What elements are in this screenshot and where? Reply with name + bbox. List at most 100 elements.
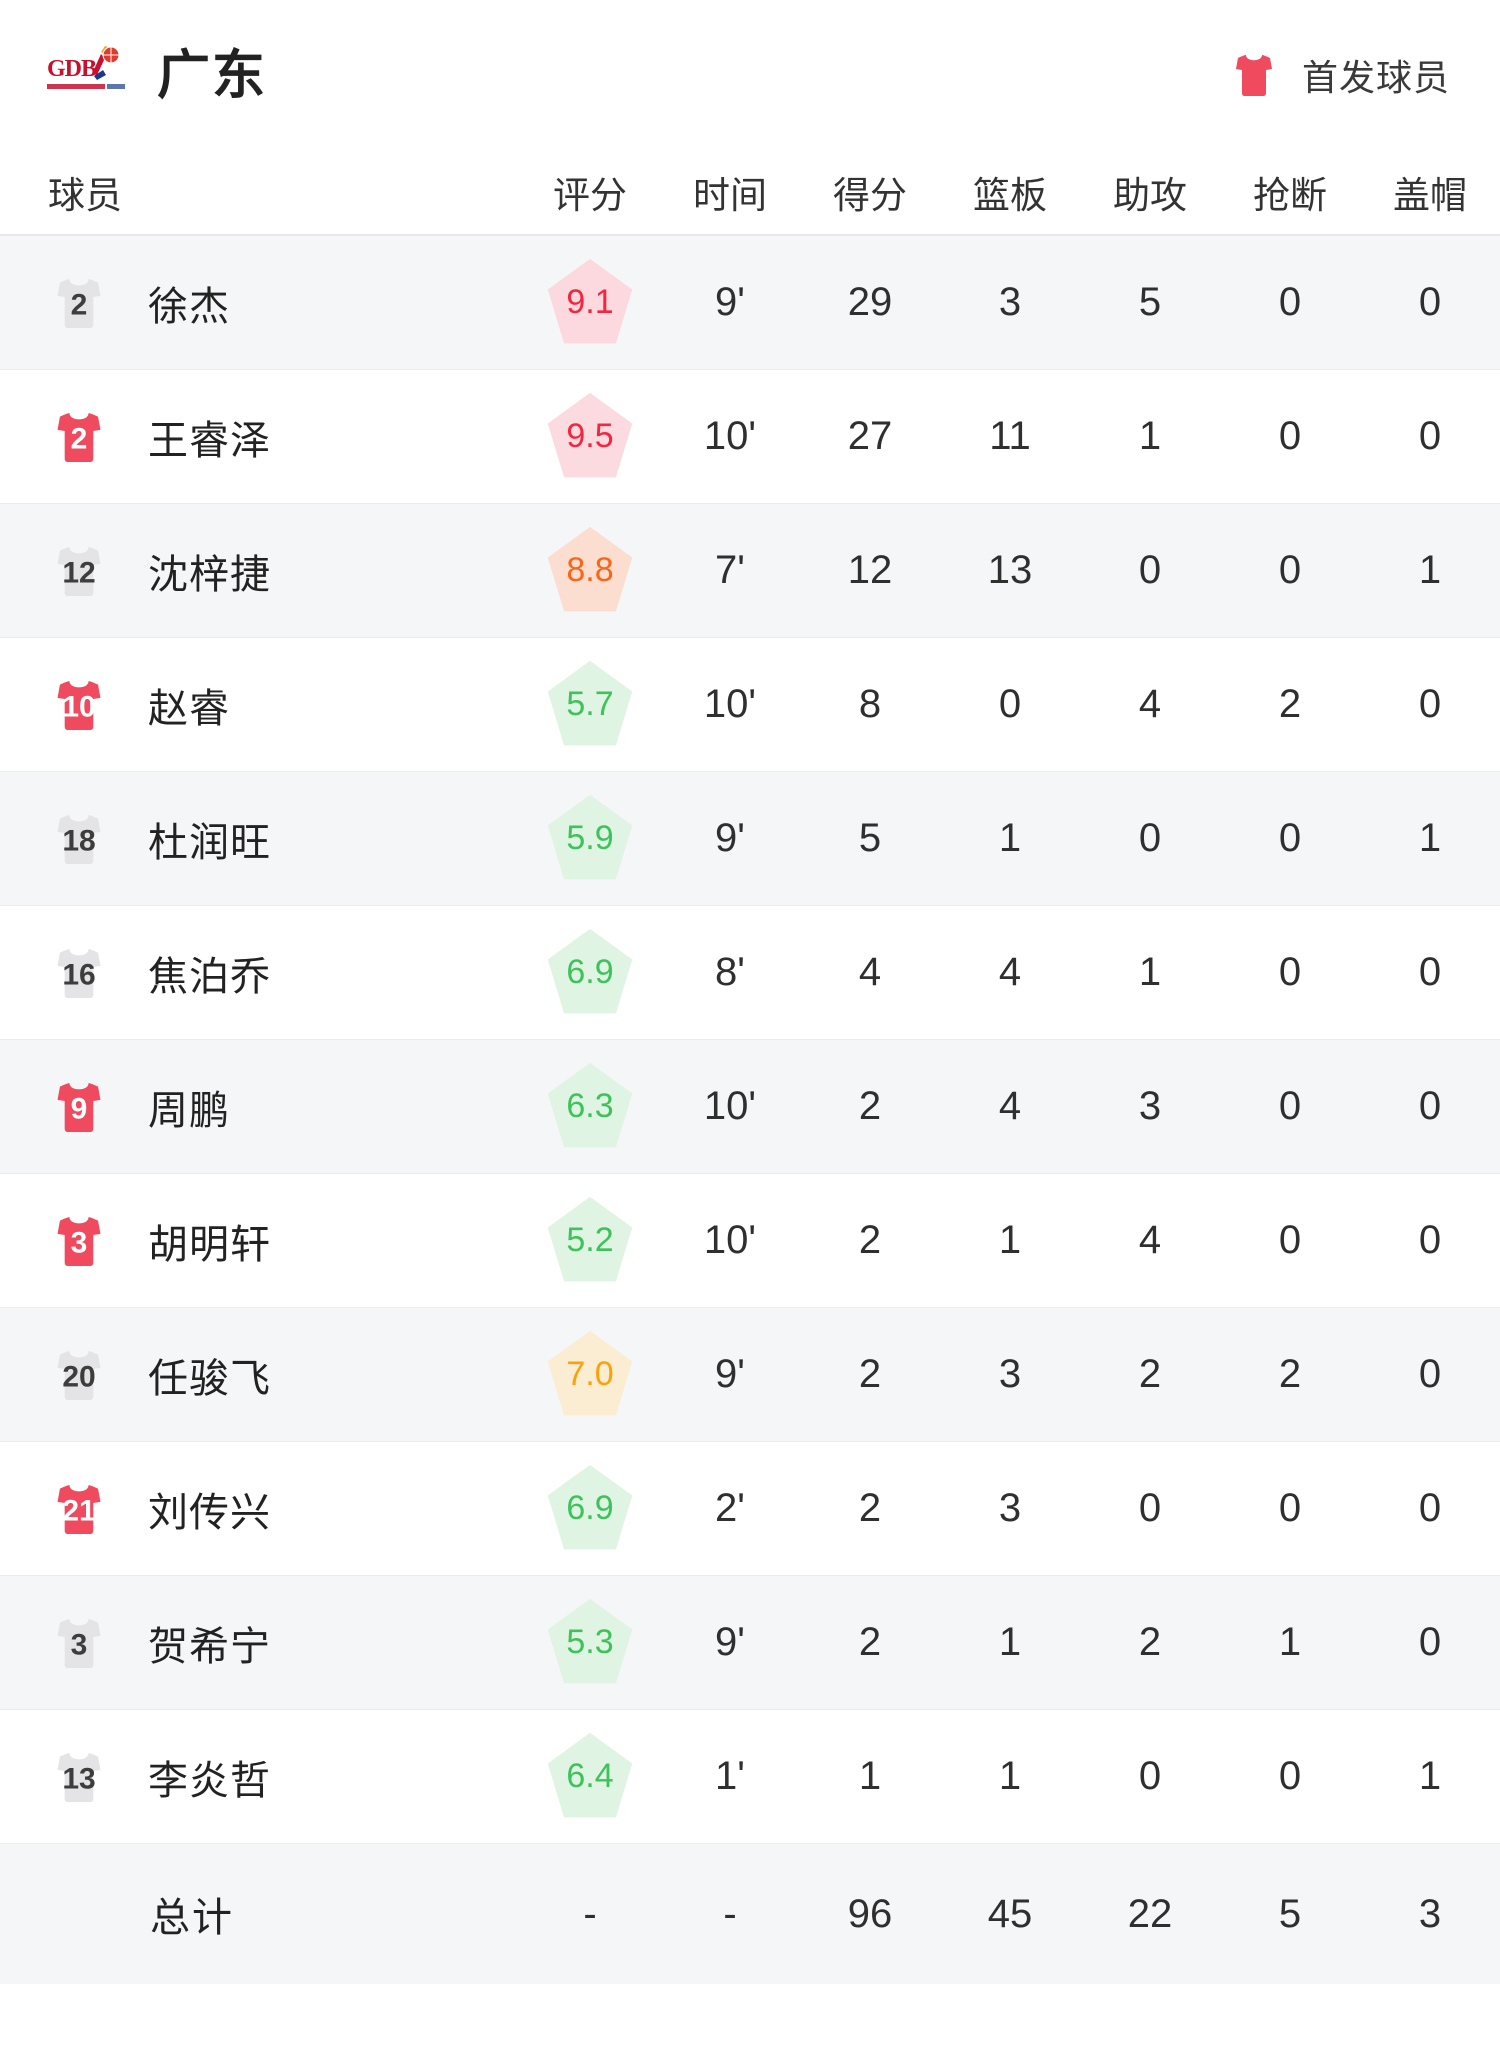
rating-badge: 6.9 [542,925,638,1021]
table-row[interactable]: 2 徐杰 9.1 9' 29 3 5 0 0 [0,236,1500,370]
table-row[interactable]: 2 王睿泽 9.5 10' 27 11 1 0 0 [0,370,1500,504]
player-cell[interactable]: 16 焦泊乔 [0,942,520,1004]
assists-cell: 2 [1138,1620,1162,1664]
table-row[interactable]: 13 李炎哲 6.4 1' 1 1 0 0 1 [0,1710,1500,1844]
rating-cell: 8.8 [520,523,660,619]
rating-badge: 9.1 [542,255,638,351]
table-row[interactable]: 20 任骏飞 7.0 9' 2 3 2 2 0 [0,1308,1500,1442]
player-cell[interactable]: 3 贺希宁 [0,1612,520,1674]
time-cell: 9' [715,280,745,324]
assists-cell: 1 [1138,950,1162,994]
total-rating: - [583,1891,597,1936]
blocks-cell: 0 [1418,1486,1442,1530]
table-row[interactable]: 21 刘传兴 6.9 2' 2 3 0 0 0 [0,1442,1500,1576]
rating-cell: 5.7 [520,657,660,753]
table-row[interactable]: 9 周鹏 6.3 10' 2 4 3 0 0 [0,1040,1500,1174]
rating-cell: 9.5 [520,389,660,485]
rebounds-cell: 11 [989,414,1031,458]
points-cell: 4 [858,950,882,994]
jersey-number: 3 [70,1627,88,1661]
table-row[interactable]: 12 沈梓捷 8.8 7' 12 13 0 0 1 [0,504,1500,638]
steals-cell: 0 [1278,548,1302,592]
rating-value: 5.3 [566,1622,614,1661]
player-cell[interactable]: 9 周鹏 [0,1076,520,1138]
player-cell[interactable]: 12 沈梓捷 [0,540,520,602]
points-cell: 29 [847,280,893,324]
table-row[interactable]: 18 杜润旺 5.9 9' 5 1 0 0 1 [0,772,1500,906]
rebounds-cell: 0 [998,682,1022,726]
column-header-time: 时间 [693,175,767,216]
points-cell: 5 [858,816,882,860]
jersey-number: 2 [70,287,88,321]
table-row[interactable]: 10 赵睿 5.7 10' 8 0 4 2 0 [0,638,1500,772]
rating-value: 5.2 [566,1220,614,1259]
total-assists: 22 [1127,1891,1173,1936]
player-cell[interactable]: 13 李炎哲 [0,1746,520,1808]
rating-badge: 9.5 [542,389,638,485]
jersey-icon: 3 [48,1210,110,1272]
player-cell[interactable]: 2 王睿泽 [0,406,520,468]
jersey-icon: 18 [48,808,110,870]
player-cell[interactable]: 20 任骏飞 [0,1344,520,1406]
blocks-cell: 0 [1418,1620,1442,1664]
rating-value: 6.3 [566,1086,614,1125]
jersey-number: 2 [70,421,88,455]
blocks-cell: 1 [1418,1754,1442,1798]
rating-cell: 7.0 [520,1327,660,1423]
rating-cell: 9.1 [520,255,660,351]
jersey-icon: 2 [48,406,110,468]
jersey-icon: 12 [48,540,110,602]
rating-value: 5.9 [566,818,614,857]
rebounds-cell: 4 [998,1084,1022,1128]
rebounds-cell: 13 [987,548,1033,592]
time-cell: 2' [715,1486,745,1530]
assists-cell: 2 [1138,1352,1162,1396]
time-cell: 10' [703,682,757,726]
column-header-rebounds: 篮板 [973,175,1047,216]
jersey-number: 18 [62,823,96,857]
rating-value: 6.4 [566,1756,614,1795]
table-row[interactable]: 3 贺希宁 5.3 9' 2 1 2 1 0 [0,1576,1500,1710]
page-header: GDB 广东 首发球员 [0,0,1500,150]
rating-value: 6.9 [566,1488,614,1527]
points-cell: 27 [847,414,893,458]
blocks-cell: 0 [1418,280,1442,324]
rating-value: 9.5 [566,416,614,455]
jersey-number: 3 [70,1225,88,1259]
table-row[interactable]: 3 胡明轩 5.2 10' 2 1 4 0 0 [0,1174,1500,1308]
jersey-number: 13 [62,1761,96,1795]
rating-value: 5.7 [566,684,614,723]
player-cell[interactable]: 2 徐杰 [0,272,520,334]
rating-value: 7.0 [566,1354,614,1393]
jersey-number: 12 [62,555,96,589]
svg-text:GDB: GDB [47,56,97,82]
assists-cell: 0 [1138,816,1162,860]
player-name: 周鹏 [148,1088,230,1133]
jersey-number: 20 [62,1359,96,1393]
total-points: 96 [847,1891,893,1936]
rating-badge: 5.2 [542,1193,638,1289]
rebounds-cell: 1 [998,1620,1022,1664]
rating-cell: 6.9 [520,1461,660,1557]
player-cell[interactable]: 21 刘传兴 [0,1478,520,1540]
rebounds-cell: 3 [998,1352,1022,1396]
rating-cell: 5.9 [520,791,660,887]
assists-cell: 1 [1138,414,1162,458]
assists-cell: 0 [1138,1754,1162,1798]
points-cell: 12 [847,548,893,592]
player-name: 胡明轩 [148,1222,271,1267]
steals-cell: 0 [1278,414,1302,458]
player-cell[interactable]: 10 赵睿 [0,674,520,736]
time-cell: 10' [703,1218,757,1262]
jersey-icon: 21 [48,1478,110,1540]
steals-cell: 1 [1278,1620,1302,1664]
player-cell[interactable]: 3 胡明轩 [0,1210,520,1272]
rating-badge: 5.7 [542,657,638,753]
time-cell: 10' [703,414,757,458]
table-header-row: 球员 评分 时间 得分 篮板 助攻 抢断 盖帽 [0,150,1500,236]
player-cell[interactable]: 18 杜润旺 [0,808,520,870]
table-row[interactable]: 16 焦泊乔 6.9 8' 4 4 1 0 0 [0,906,1500,1040]
steals-cell: 0 [1278,1754,1302,1798]
total-blocks: 3 [1418,1891,1442,1936]
